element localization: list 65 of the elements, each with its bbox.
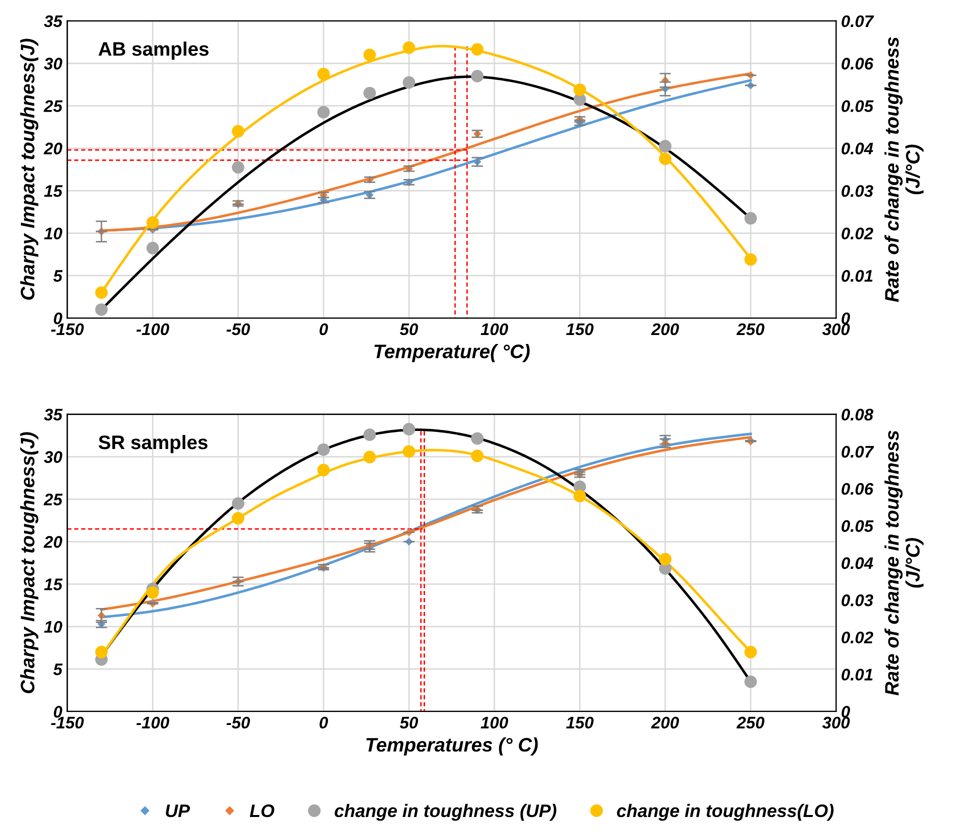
x-tick-label: 200 — [651, 323, 679, 336]
y2-tick-label: 0.05 — [842, 100, 874, 112]
x-tick-label: 0 — [320, 716, 328, 729]
y-tick-label: 20 — [44, 142, 62, 154]
x-tick-label: 100 — [480, 716, 508, 729]
y2-tick-label: 0.02 — [842, 632, 874, 644]
annotation: SR samples — [98, 434, 208, 454]
x-tick-label: 50 — [400, 323, 418, 336]
x-tick-label: 100 — [480, 323, 508, 336]
y-axis-title: Charpy Impact toughness(J) — [20, 432, 38, 694]
y2-axis-title: Rate of change in toughness (J/°C) — [884, 430, 924, 696]
y2-tick-label: 0.04 — [842, 557, 874, 570]
legend-label: UP — [166, 804, 190, 818]
y2-tick-label: 0 — [842, 312, 850, 324]
x-tick-label: -150 — [51, 323, 84, 336]
y-tick-label: 0 — [54, 706, 62, 718]
y2-tick-label: 0.05 — [842, 520, 874, 532]
y2-tick-label: 0.08 — [842, 408, 874, 421]
y2-tick-label: 0.03 — [842, 594, 874, 606]
legend-label: change in toughness(LO) — [616, 804, 834, 821]
y-tick-label: 15 — [44, 185, 63, 197]
y2-tick-label: 0.06 — [842, 58, 874, 70]
x-tick-label: 200 — [651, 716, 679, 729]
y-tick-label: 0 — [54, 312, 62, 324]
y2-tick-label: 0.01 — [842, 270, 872, 282]
y-tick-label: 30 — [44, 58, 62, 70]
y2-tick-label: 0 — [842, 706, 850, 718]
y2-tick-label: 0.07 — [842, 15, 874, 28]
y2-tick-label: 0.01 — [842, 668, 872, 681]
x-tick-label: 300 — [822, 716, 850, 729]
y2-axis-title: Rate of change in toughness (J/°C) — [884, 37, 924, 302]
x-tick-label: -100 — [136, 716, 170, 729]
y-tick-label: 35 — [44, 15, 63, 28]
y-tick-label: 10 — [44, 228, 62, 240]
legend-label: LO — [250, 804, 274, 818]
x-tick-label: 150 — [566, 716, 594, 729]
y2-tick-label: 0.02 — [842, 228, 874, 240]
x-tick-label: 300 — [822, 323, 850, 336]
y-tick-label: 35 — [44, 408, 63, 421]
y-tick-label: 20 — [44, 536, 62, 548]
y-tick-label: 10 — [44, 620, 62, 633]
x-tick-label: -50 — [226, 716, 250, 729]
x-axis-title: Temperatures (° C) — [366, 737, 538, 756]
x-tick-label: 250 — [736, 323, 764, 336]
x-tick-label: -50 — [226, 323, 250, 336]
y2-tick-label: 0.06 — [842, 483, 874, 495]
x-tick-label: 0 — [320, 323, 328, 336]
x-tick-label: 150 — [566, 323, 594, 336]
x-axis-title: Temperature( °C) — [374, 344, 530, 362]
x-tick-label: -100 — [136, 323, 170, 336]
x-tick-label: 250 — [736, 716, 764, 729]
y-axis-title: Charpy Impact toughness(J) — [20, 38, 38, 300]
y-tick-label: 5 — [53, 664, 63, 676]
x-tick-label: 50 — [400, 716, 418, 729]
y-tick-label: 5 — [53, 270, 63, 282]
y-tick-label: 25 — [44, 100, 63, 112]
annotation: AB samples — [98, 42, 209, 60]
y-tick-label: 15 — [44, 578, 63, 590]
y2-tick-label: 0.07 — [842, 446, 874, 458]
x-tick-label: -150 — [51, 716, 84, 729]
y2-tick-label: 0.04 — [842, 142, 874, 154]
legend-label: change in toughness (UP) — [334, 804, 556, 821]
y2-tick-label: 0.03 — [842, 185, 874, 197]
y-tick-label: 30 — [44, 451, 62, 463]
y-tick-label: 25 — [44, 494, 63, 506]
